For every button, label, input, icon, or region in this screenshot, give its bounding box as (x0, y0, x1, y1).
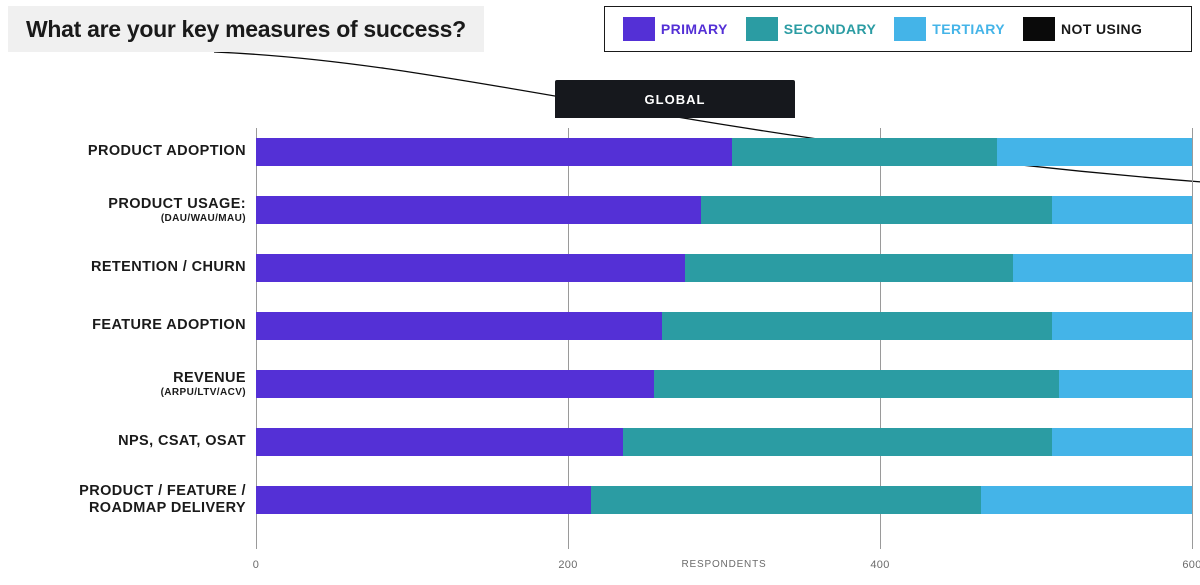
bar-segment-secondary (654, 370, 1060, 398)
chart-title-box: What are your key measures of success? (8, 6, 484, 52)
x-axis-title: RESPONDENTS (682, 559, 767, 570)
legend-item-tertiary: TERTIARY (894, 17, 1005, 41)
category-label: REVENUE(ARPU/LTV/ACV) (8, 370, 246, 399)
bar-segment-secondary (591, 486, 981, 514)
bar-segment-tertiary (1059, 370, 1192, 398)
legend: PRIMARY SECONDARY TERTIARY NOT USING (604, 6, 1192, 52)
legend-swatch (623, 17, 655, 41)
legend-swatch (746, 17, 778, 41)
legend-swatch (1023, 17, 1055, 41)
bar-row (256, 312, 1192, 340)
bar-row (256, 370, 1192, 398)
bar-segment-primary (256, 486, 591, 514)
stacked-bar-chart: PRODUCT ADOPTION PRODUCT USAGE:(DAU/WAU/M… (8, 128, 1192, 577)
bar-row (256, 254, 1192, 282)
x-tick: 600 (1182, 559, 1200, 571)
bar-segment-secondary (732, 138, 997, 166)
legend-label: PRIMARY (661, 21, 728, 37)
category-label: PRODUCT USAGE:(DAU/WAU/MAU) (8, 196, 246, 225)
legend-item-secondary: SECONDARY (746, 17, 877, 41)
bar-segment-secondary (662, 312, 1052, 340)
tab-global[interactable]: GLOBAL (555, 80, 795, 118)
legend-label: NOT USING (1061, 21, 1142, 37)
bar-segment-tertiary (997, 138, 1192, 166)
category-label: NPS, CSAT, OSAT (8, 433, 246, 450)
gridline (1192, 128, 1193, 549)
bar-segment-primary (256, 428, 623, 456)
bar-segment-primary (256, 312, 662, 340)
bar-segment-tertiary (981, 486, 1192, 514)
bar-row (256, 428, 1192, 456)
bar-segment-tertiary (1052, 196, 1192, 224)
bar-segment-tertiary (1013, 254, 1192, 282)
bar-segment-tertiary (1052, 312, 1192, 340)
legend-item-primary: PRIMARY (623, 17, 728, 41)
bar-segment-primary (256, 370, 654, 398)
legend-label: TERTIARY (932, 21, 1005, 37)
category-label: PRODUCT / FEATURE /ROADMAP DELIVERY (8, 483, 246, 518)
category-label: RETENTION / CHURN (8, 259, 246, 276)
x-axis: 0200400600RESPONDENTS (256, 555, 1192, 577)
bar-segment-tertiary (1052, 428, 1192, 456)
bar-segment-secondary (685, 254, 1013, 282)
bar-segment-primary (256, 138, 732, 166)
category-label: PRODUCT ADOPTION (8, 143, 246, 160)
bar-row (256, 486, 1192, 514)
x-tick: 400 (870, 559, 889, 571)
chart-title: What are your key measures of success? (26, 16, 466, 43)
bar-segment-secondary (701, 196, 1052, 224)
legend-item-not-using: NOT USING (1023, 17, 1142, 41)
x-tick: 200 (558, 559, 577, 571)
category-label: FEATURE ADOPTION (8, 317, 246, 334)
legend-label: SECONDARY (784, 21, 877, 37)
plot-area (256, 128, 1192, 549)
legend-swatch (894, 17, 926, 41)
bar-row (256, 196, 1192, 224)
bar-segment-primary (256, 254, 685, 282)
bar-segment-primary (256, 196, 701, 224)
bar-row (256, 138, 1192, 166)
tab-global-label: GLOBAL (645, 92, 706, 107)
bar-segment-secondary (623, 428, 1052, 456)
x-tick: 0 (253, 559, 259, 571)
